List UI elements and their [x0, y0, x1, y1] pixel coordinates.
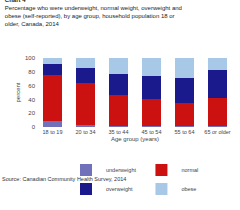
svg-text:45 to 54: 45 to 54 [142, 129, 162, 135]
svg-text:18 to 19: 18 to 19 [43, 129, 63, 135]
svg-text:overweight: overweight [106, 186, 133, 192]
svg-text:underweight: underweight [106, 167, 136, 173]
svg-text:20: 20 [28, 110, 35, 116]
svg-text:35 to 44: 35 to 44 [109, 129, 129, 135]
svg-text:Chart 4Percentage who were und: Chart 4Percentage who were underweight, … [5, 0, 182, 27]
svg-text:percent: percent [15, 82, 21, 102]
svg-text:Source: Canadian Community Hea: Source: Canadian Community Health Survey… [2, 176, 126, 182]
svg-text:obese: obese [181, 186, 196, 192]
svg-text:0: 0 [32, 124, 36, 130]
svg-text:60: 60 [28, 83, 35, 89]
svg-text:normal: normal [181, 167, 198, 173]
svg-text:55 to 64: 55 to 64 [175, 129, 195, 135]
svg-text:100: 100 [25, 55, 36, 61]
svg-text:Age group (years): Age group (years) [111, 136, 159, 142]
svg-text:65 or older: 65 or older [204, 129, 230, 135]
svg-text:40: 40 [28, 97, 35, 103]
svg-text:20 to 34: 20 to 34 [76, 129, 96, 135]
svg-text:80: 80 [28, 69, 35, 75]
